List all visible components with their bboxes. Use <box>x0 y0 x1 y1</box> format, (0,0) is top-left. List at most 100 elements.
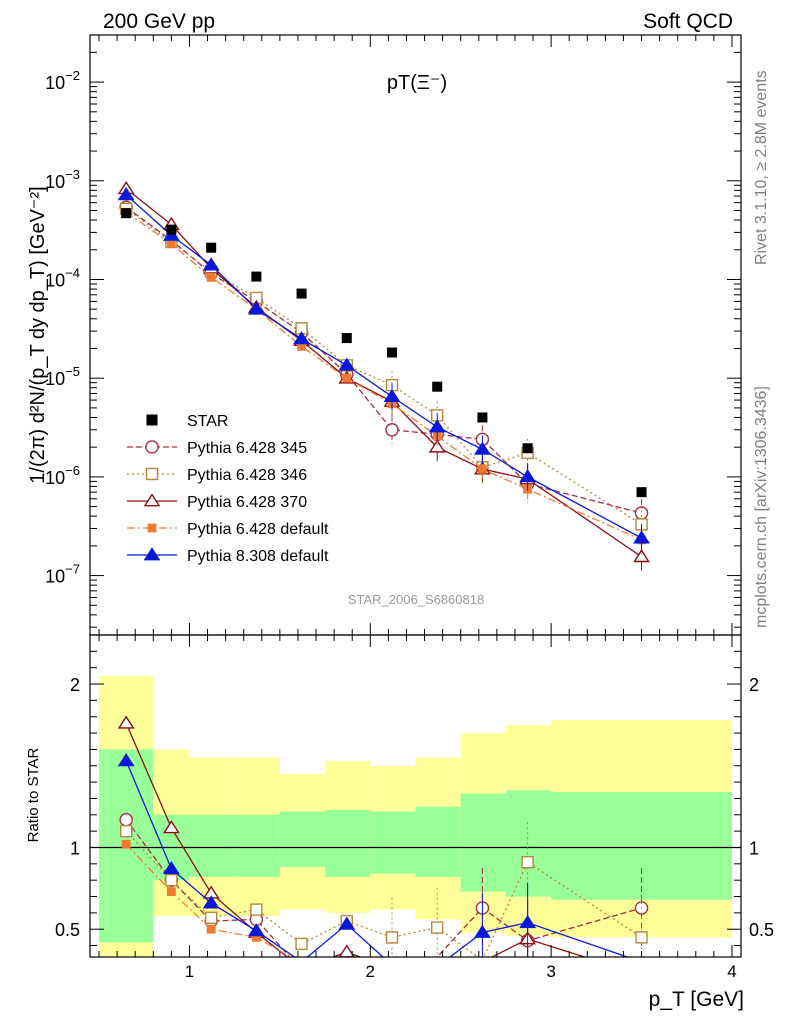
main-panel <box>117 180 650 571</box>
series-line-0 <box>125 206 642 514</box>
data-point <box>166 239 176 249</box>
ratio-line-0 <box>125 819 642 957</box>
legend-label: Pythia 6.428 345 <box>187 440 307 457</box>
ratio-band-green <box>325 809 371 877</box>
series-line-4 <box>125 194 642 539</box>
legend-marker <box>147 523 157 533</box>
y-tick-label: 10−7 <box>45 562 80 587</box>
ratio-point <box>166 887 176 897</box>
ratio-point <box>119 824 133 838</box>
ratio-point <box>385 931 399 944</box>
y-tick-label: 10−2 <box>45 68 80 93</box>
ratio-tick-label-left: 2 <box>70 675 80 695</box>
star-data-point <box>477 412 488 423</box>
data-point <box>383 388 401 403</box>
legend: STAR Pythia 6.428 345 Pythia 6.428 346 Pyth… <box>127 413 329 565</box>
ratio-point <box>473 924 491 938</box>
data-point <box>297 341 306 351</box>
header-right: Soft QCD <box>643 10 733 33</box>
ratio-band-green <box>460 793 506 892</box>
analysis-id: STAR_2006_S6860818 <box>348 592 484 607</box>
star-data-point <box>636 487 647 498</box>
ratio-point <box>117 715 135 729</box>
y-tick-label: 10−5 <box>45 364 80 389</box>
ratio-point <box>121 839 131 849</box>
ratio-band-green <box>370 811 416 874</box>
x-tick-label: 1 <box>185 962 194 981</box>
main-frame <box>89 34 742 636</box>
ratio-tick-label-right: 1 <box>749 838 759 858</box>
ratio-point <box>119 812 133 827</box>
star-data-point <box>386 347 397 358</box>
ratio-tick-label-left: 0.5 <box>55 920 80 940</box>
ratio-band-green <box>505 790 552 897</box>
data-point <box>206 272 216 282</box>
ratio-frame <box>89 634 742 958</box>
ratio-tick-label-left: 1 <box>70 838 80 858</box>
data-point <box>385 423 399 437</box>
y-tick-label: 10−4 <box>45 265 80 290</box>
data-point <box>338 357 356 371</box>
x-tick-label: 4 <box>727 962 736 981</box>
y-tick-label: 10−6 <box>45 463 80 488</box>
data-point <box>342 373 352 383</box>
ratio-point <box>338 916 356 930</box>
data-point <box>519 469 537 483</box>
legend-marker <box>143 493 161 507</box>
data-point <box>633 530 650 544</box>
ratio-point <box>117 753 135 767</box>
legend-label: Pythia 6.428 default <box>187 521 329 538</box>
y-axis-label: 1/(2π) d²N/(p_T dy dp_T) [GeV⁻²] <box>27 186 49 483</box>
ratio-band-green <box>279 811 326 868</box>
data-point <box>428 419 446 433</box>
ratio-tick-label-right: 0.5 <box>749 920 774 940</box>
ratio-point <box>247 923 265 937</box>
ratio-point <box>162 820 180 834</box>
legend-marker <box>146 414 158 426</box>
y-tick-label: 10−3 <box>45 167 80 192</box>
ratio-point <box>519 914 537 929</box>
data-point <box>473 441 491 455</box>
data-point <box>428 439 446 453</box>
legend-label: Pythia 6.428 370 <box>187 494 307 511</box>
legend-marker <box>145 467 159 481</box>
star-data-point <box>121 208 132 219</box>
ratio-point <box>521 855 534 869</box>
star-data-point <box>432 381 443 392</box>
ratio-point <box>250 903 263 916</box>
data-point <box>117 187 135 201</box>
ratio-line-1 <box>125 830 642 957</box>
star-data-point <box>206 242 217 253</box>
data-point <box>202 257 220 271</box>
ratio-band-green <box>234 814 280 877</box>
star-data-point <box>296 288 307 299</box>
ratio-y-axis-label: Ratio to STAR <box>25 747 42 842</box>
x-tick-label: 3 <box>546 962 555 981</box>
ratio-point <box>251 932 261 942</box>
ratio-point <box>162 860 180 875</box>
ratio-band-green <box>551 791 732 900</box>
legend-label: Pythia 6.428 346 <box>187 467 307 484</box>
star-data-point <box>341 333 352 344</box>
data-point <box>478 464 487 474</box>
legend-label: STAR <box>187 413 228 430</box>
legend-marker <box>145 440 159 454</box>
data-point <box>247 301 265 315</box>
ratio-point <box>206 924 216 934</box>
ratio-tick-label-right: 2 <box>749 675 759 695</box>
ratio-point <box>295 937 308 951</box>
ratio-line-3 <box>125 843 292 957</box>
series-line-3 <box>125 211 642 541</box>
rivet-version: Rivet 3.1.10, ≥ 2.8M events <box>753 70 770 265</box>
legend-marker <box>143 547 161 561</box>
ratio-band-green <box>189 814 235 877</box>
header-left: 200 GeV pp <box>103 10 215 33</box>
ratio-point <box>431 921 444 934</box>
star-data-point <box>251 271 262 282</box>
star-data-point <box>522 443 533 454</box>
ratio-point <box>204 911 218 924</box>
x-tick-label: 2 <box>366 962 375 981</box>
axes: 1 2 3 4 10−7 10−6 10−5 10−4 10−3 10−2 0.5 0.5 1 1 2 2 <box>45 34 774 981</box>
ratio-point <box>202 895 220 909</box>
